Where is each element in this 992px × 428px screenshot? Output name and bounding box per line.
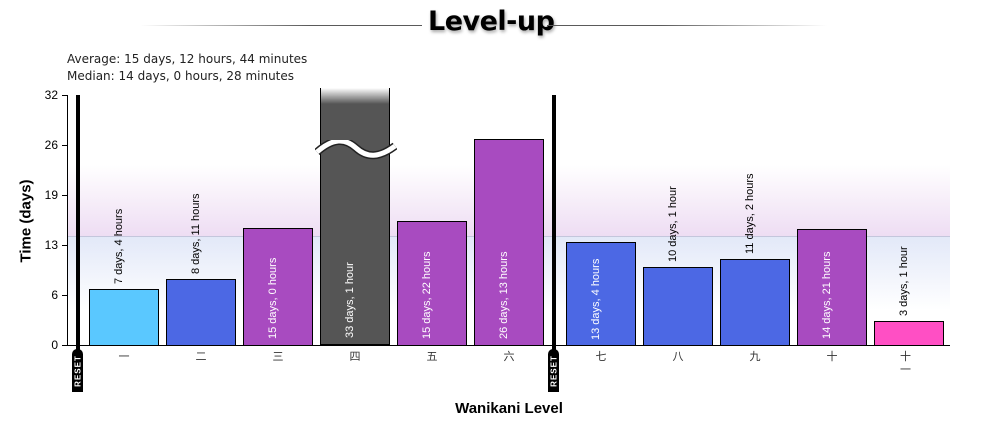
title-divider-left xyxy=(140,25,422,26)
x-tick-label: 五 xyxy=(426,350,438,363)
bar-value-label: 8 days, 11 hours xyxy=(190,193,202,274)
title-divider-right xyxy=(547,25,827,26)
x-tick-label: 七 xyxy=(595,350,607,363)
chart-title: Level-up xyxy=(428,6,555,37)
x-tick-label: 四 xyxy=(349,350,361,363)
bar-value-label: 10 days, 1 hour xyxy=(667,186,679,262)
x-tick-label: 一 xyxy=(118,350,130,363)
x-tick-label: 十 xyxy=(826,350,838,363)
reset-marker-line xyxy=(76,95,80,351)
bar-level-2[interactable]: 8 days, 11 hours xyxy=(166,193,236,346)
x-tick-label: 十一 xyxy=(900,350,911,376)
y-tick-label: 0 xyxy=(51,338,58,352)
y-tick-label: 32 xyxy=(44,88,58,102)
average-stat: Average: 15 days, 12 hours, 44 minutes xyxy=(67,52,308,66)
bar-level-1[interactable]: 7 days, 4 hours xyxy=(89,209,159,346)
y-tick xyxy=(62,345,68,346)
x-tick-label: 二 xyxy=(195,350,207,363)
bar-value-label: 15 days, 0 hours xyxy=(267,257,279,339)
bar-level-9[interactable]: 11 days, 2 hours xyxy=(720,173,790,346)
bar-value-label: 14 days, 21 hours xyxy=(821,251,833,339)
x-tick-label: 八 xyxy=(672,350,684,363)
x-axis-title: Wanikani Level xyxy=(455,400,563,417)
bar-level-6[interactable]: 26 days, 13 hours xyxy=(474,139,544,346)
y-tick xyxy=(62,295,68,296)
bar-level-3[interactable]: 15 days, 0 hours xyxy=(243,228,313,346)
bar-level-5[interactable]: 15 days, 22 hours xyxy=(397,221,467,346)
bar-value-label: 26 days, 13 hours xyxy=(498,251,510,339)
clip-fade xyxy=(321,88,389,104)
reset-label: RESET xyxy=(73,354,82,387)
reset-marker-tag[interactable]: RESET xyxy=(548,349,559,392)
y-axis-title: Time (days) xyxy=(17,179,35,263)
bar-value-label: 15 days, 22 hours xyxy=(421,251,433,339)
bar-level-7[interactable]: 13 days, 4 hours xyxy=(566,242,636,346)
y-tick xyxy=(62,145,68,146)
bar-value-label: 13 days, 4 hours xyxy=(590,258,602,340)
x-tick-label: 六 xyxy=(503,350,515,363)
reset-label: RESET xyxy=(549,354,558,387)
summary-stats: Average: 15 days, 12 hours, 44 minutes M… xyxy=(67,51,307,85)
bar-value-label: 11 days, 2 hours xyxy=(744,173,756,254)
y-axis xyxy=(67,95,68,346)
reset-marker-tag[interactable]: RESET xyxy=(72,349,83,392)
axis-break-icon xyxy=(315,140,397,160)
reset-marker-line xyxy=(552,95,556,351)
bar-value-label: 33 days, 1 hour xyxy=(344,262,356,338)
bar-level-4[interactable]: 33 days, 1 hour xyxy=(315,88,397,345)
x-tick-label: 三 xyxy=(272,350,284,363)
y-tick-label: 19 xyxy=(44,188,58,202)
bar-value-label: 3 days, 1 hour xyxy=(898,246,910,316)
bar-value-label: 7 days, 4 hours xyxy=(113,208,125,284)
chart-header: Level-up xyxy=(0,0,992,50)
y-tick xyxy=(62,95,68,96)
y-tick xyxy=(62,195,68,196)
bar-level-8[interactable]: 10 days, 1 hour xyxy=(643,186,713,346)
x-tick-label: 九 xyxy=(749,350,761,363)
y-tick-label: 6 xyxy=(51,288,58,302)
bar-level-10[interactable]: 14 days, 21 hours xyxy=(797,229,867,346)
y-tick-label: 13 xyxy=(44,238,58,252)
y-tick xyxy=(62,245,68,246)
y-tick-label: 26 xyxy=(44,138,58,152)
bar-level-11[interactable]: 3 days, 1 hour xyxy=(874,246,944,346)
median-stat: Median: 14 days, 0 hours, 28 minutes xyxy=(67,69,295,83)
